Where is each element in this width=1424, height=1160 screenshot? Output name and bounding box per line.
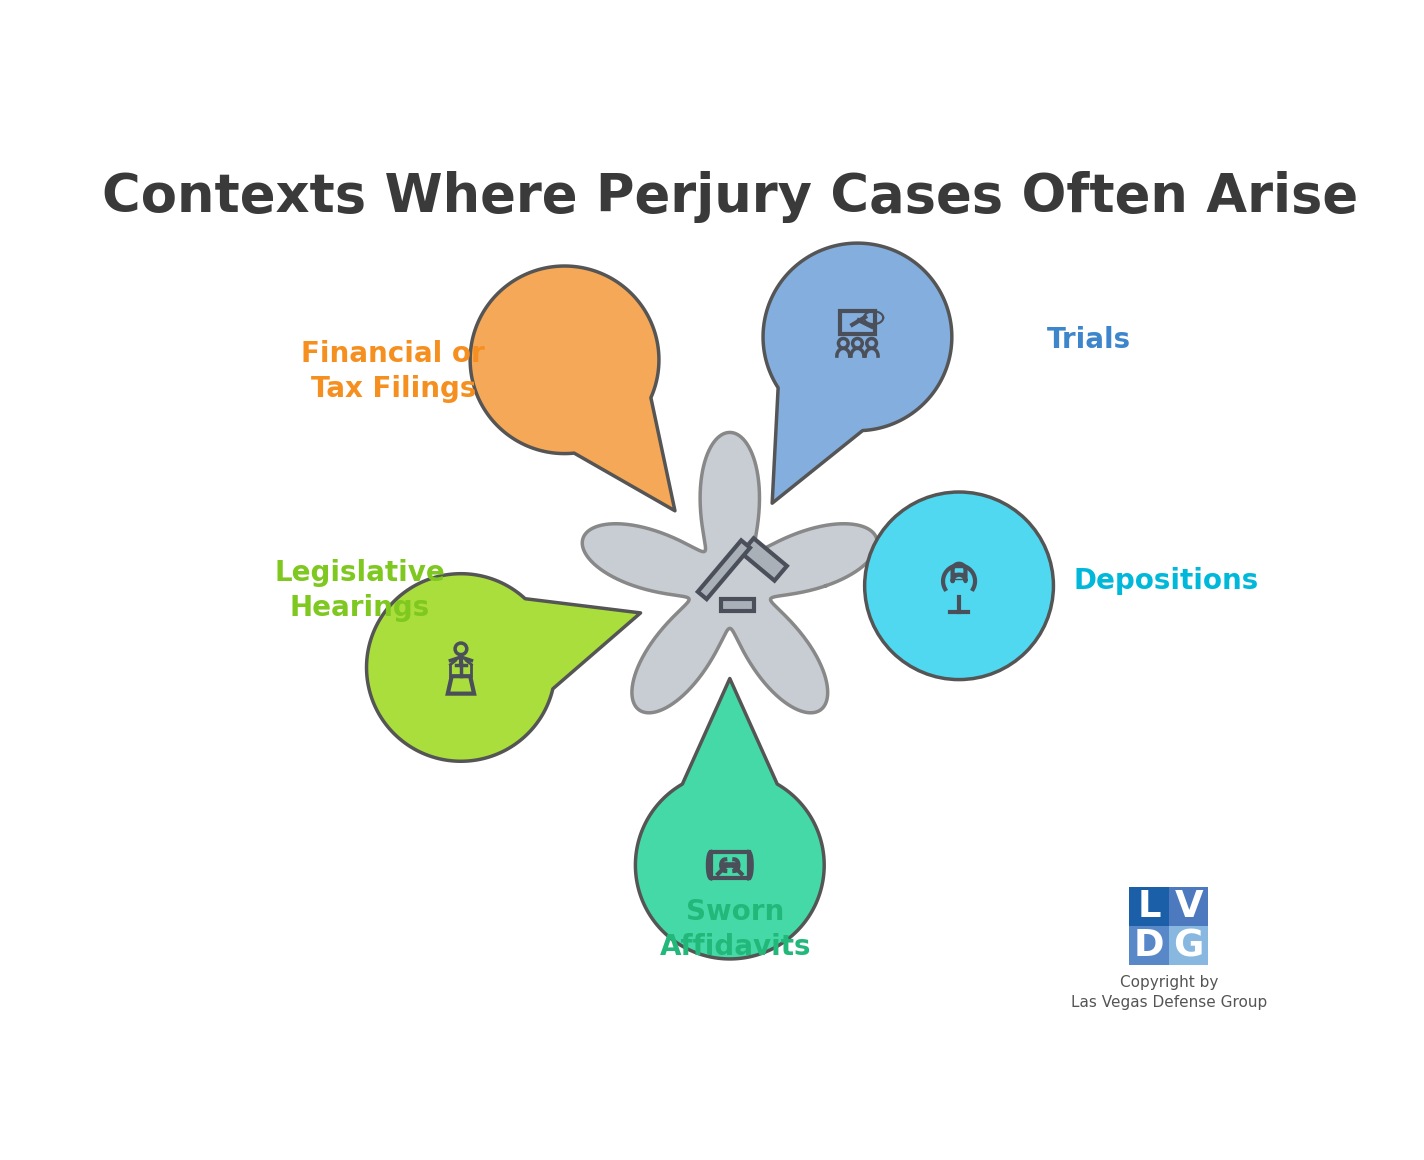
Bar [1169, 926, 1209, 965]
Text: Legislative
Hearings: Legislative Hearings [275, 559, 446, 622]
Text: Financial or
Tax Filings: Financial or Tax Filings [302, 340, 486, 403]
Bar [1169, 886, 1209, 926]
Polygon shape [635, 679, 824, 959]
Polygon shape [582, 433, 877, 712]
Polygon shape [698, 541, 750, 599]
Text: Contexts Where Perjury Cases Often Arise: Contexts Where Perjury Cases Often Arise [101, 172, 1358, 223]
Text: Depositions: Depositions [1074, 567, 1259, 595]
Bar [711, 853, 749, 878]
Bar [1129, 926, 1169, 965]
Polygon shape [742, 538, 787, 581]
Text: G: G [1173, 927, 1203, 964]
Polygon shape [721, 599, 755, 611]
Text: Copyright by
Las Vegas Defense Group: Copyright by Las Vegas Defense Group [1071, 976, 1267, 1010]
Text: V: V [1175, 887, 1203, 925]
Circle shape [864, 492, 1054, 680]
Polygon shape [763, 244, 951, 503]
Text: L: L [1138, 887, 1161, 925]
Polygon shape [470, 266, 675, 510]
Text: D: D [1134, 927, 1165, 964]
Bar [840, 311, 876, 334]
Bar [1129, 886, 1169, 926]
Text: Sworn
Affidavits: Sworn Affidavits [659, 898, 812, 960]
Text: Trials: Trials [1047, 326, 1131, 354]
Polygon shape [366, 574, 641, 761]
